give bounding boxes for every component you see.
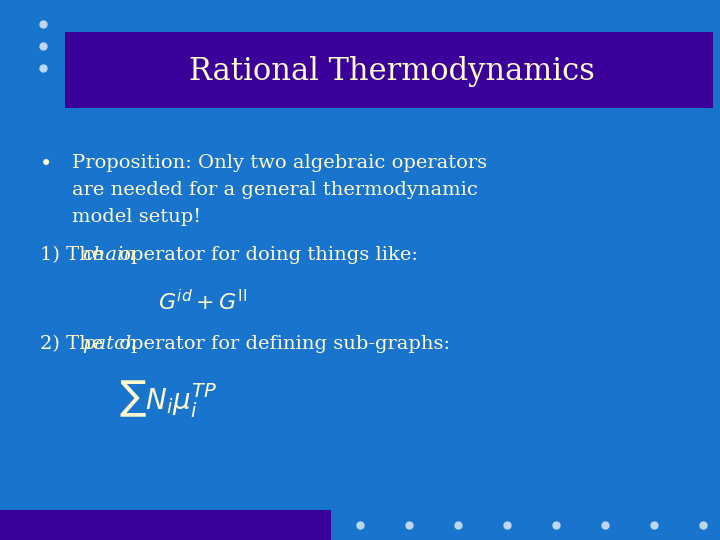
Text: chain: chain	[82, 246, 136, 264]
Text: •: •	[40, 154, 52, 174]
Text: operator for doing things like:: operator for doing things like:	[113, 246, 418, 264]
Text: are needed for a general thermodynamic: are needed for a general thermodynamic	[72, 181, 478, 199]
Text: patch: patch	[82, 335, 138, 353]
Text: Proposition: Only two algebraic operators: Proposition: Only two algebraic operator…	[72, 154, 487, 172]
Text: 1) The: 1) The	[40, 246, 109, 264]
FancyBboxPatch shape	[0, 510, 331, 540]
Text: 2) The: 2) The	[40, 335, 109, 353]
Text: $\sum N_i \mu_i^{TP}$: $\sum N_i \mu_i^{TP}$	[119, 378, 217, 419]
FancyBboxPatch shape	[65, 32, 713, 108]
Text: operator for defining sub-graphs:: operator for defining sub-graphs:	[113, 335, 450, 353]
Text: Rational Thermodynamics: Rational Thermodynamics	[189, 56, 595, 87]
Text: $G^{id} + G^{\mathrm{II}}$: $G^{id} + G^{\mathrm{II}}$	[158, 289, 248, 314]
Text: model setup!: model setup!	[72, 208, 201, 226]
